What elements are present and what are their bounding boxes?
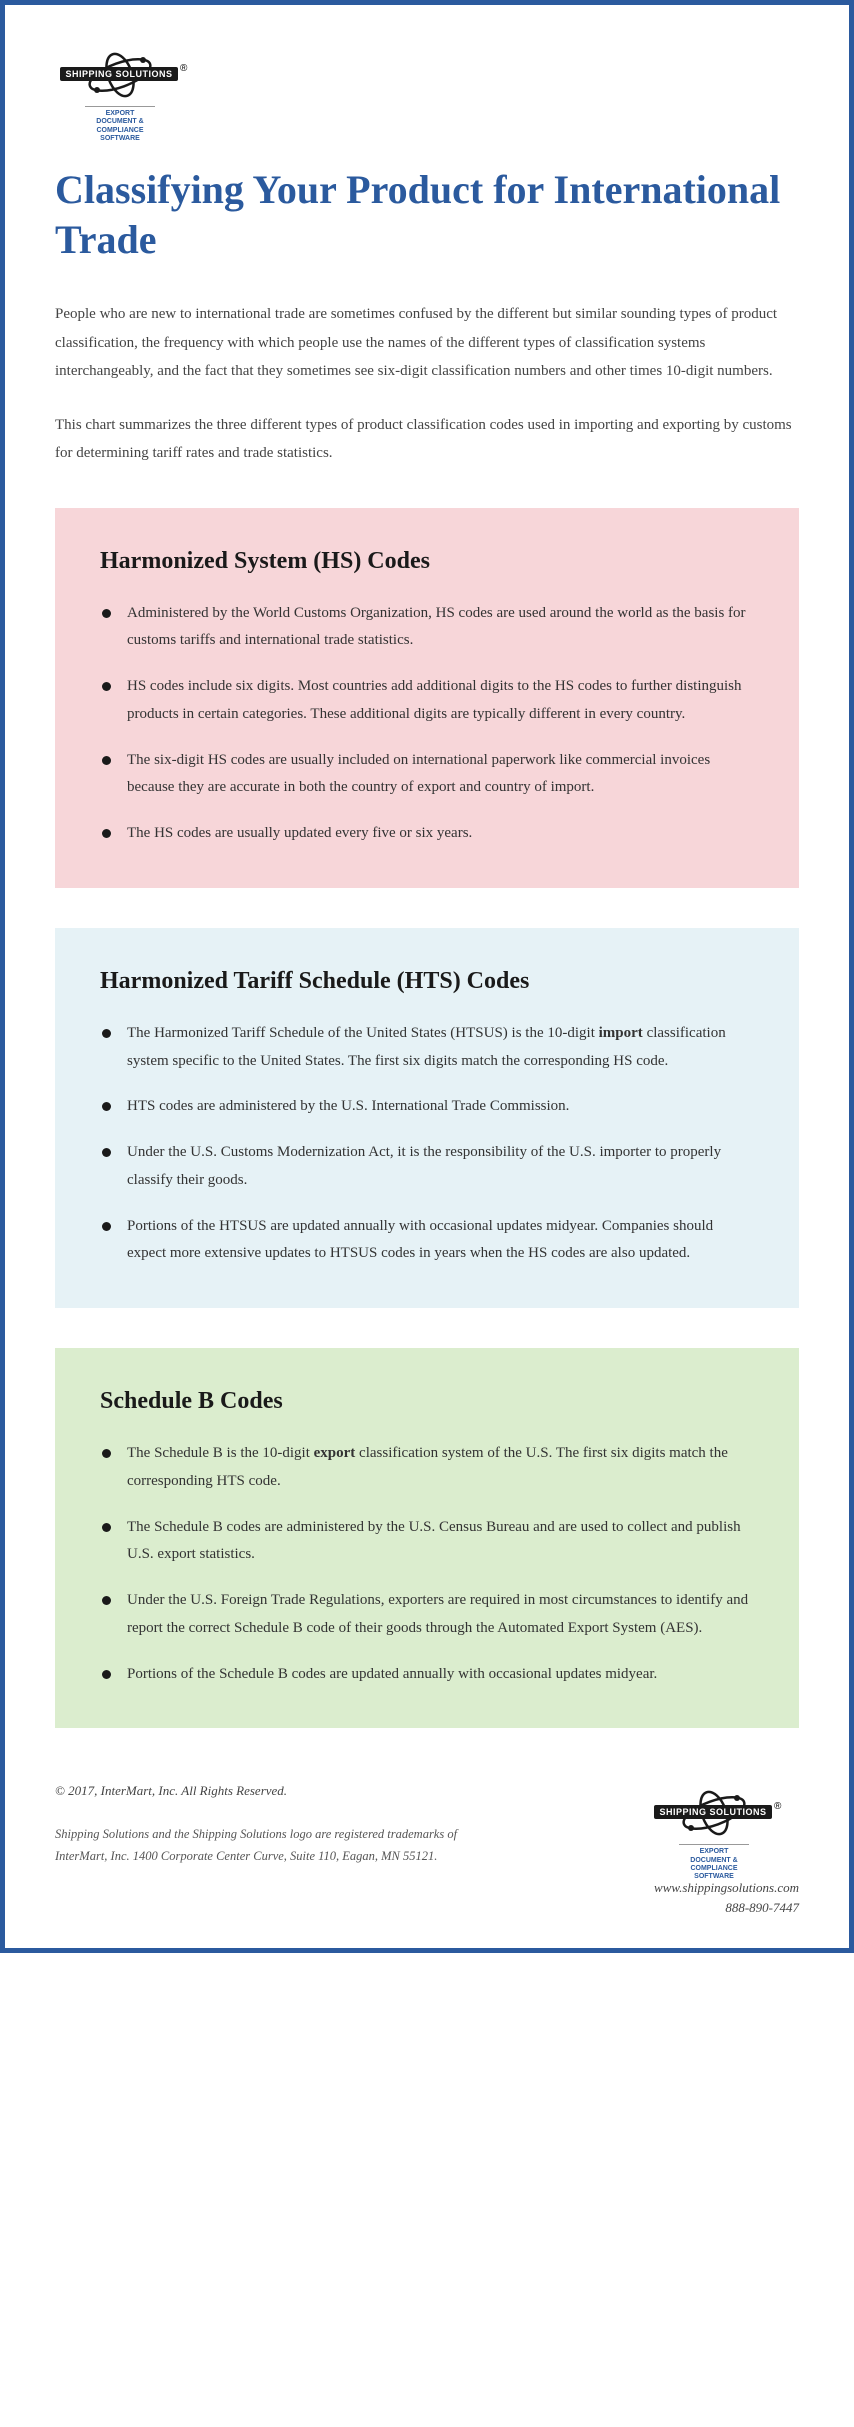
list-item: The six-digit HS codes are usually inclu… <box>102 747 754 803</box>
card-heading: Harmonized Tariff Schedule (HTS) Codes <box>100 968 754 995</box>
logo-tagline: EXPORT DOCUMENT & COMPLIANCE SOFTWARE <box>679 1844 749 1882</box>
footer: © 2017, InterMart, Inc. All Rights Reser… <box>55 1783 799 1913</box>
card-list: Administered by the World Customs Organi… <box>100 600 754 848</box>
list-item: The Schedule B is the 10-digit export cl… <box>102 1440 754 1496</box>
list-item: Portions of the HTSUS are updated annual… <box>102 1213 754 1269</box>
list-item: The Harmonized Tariff Schedule of the Un… <box>102 1020 754 1076</box>
footer-right-block: SHIPPING SOLUTIONS ® EXPORT DOCUMENT & C… <box>629 1783 799 1917</box>
list-item: Administered by the World Customs Organi… <box>102 600 754 656</box>
logo-banner-text: SHIPPING SOLUTIONS <box>60 67 178 81</box>
header-logo-block: SHIPPING SOLUTIONS ® EXPORT DOCUMENT & C… <box>55 45 799 130</box>
cards-container: Harmonized System (HS) Codes Administered… <box>55 508 799 1729</box>
page-title: Classifying Your Product for Internation… <box>55 165 799 265</box>
card-heading: Schedule B Codes <box>100 1388 754 1415</box>
list-item: HTS codes are administered by the U.S. I… <box>102 1093 754 1121</box>
card-heading: Harmonized System (HS) Codes <box>100 548 754 575</box>
list-item: Under the U.S. Foreign Trade Regulations… <box>102 1587 754 1643</box>
intro-paragraph-2: This chart summarizes the three differen… <box>55 411 799 468</box>
trademark-text: Shipping Solutions and the Shipping Solu… <box>55 1824 485 1867</box>
info-card: Harmonized System (HS) Codes Administered… <box>55 508 799 888</box>
logo-banner-text: SHIPPING SOLUTIONS <box>654 1805 772 1819</box>
footer-contact: www.shippingsolutions.com 888-890-7447 <box>629 1878 799 1917</box>
list-item: The Schedule B codes are administered by… <box>102 1514 754 1570</box>
phone-text: 888-890-7447 <box>629 1898 799 1918</box>
card-list: The Schedule B is the 10-digit export cl… <box>100 1440 754 1688</box>
registered-mark: ® <box>180 63 187 74</box>
logo-tagline: EXPORT DOCUMENT & COMPLIANCE SOFTWARE <box>85 106 155 144</box>
card-list: The Harmonized Tariff Schedule of the Un… <box>100 1020 754 1268</box>
company-logo: SHIPPING SOLUTIONS ® EXPORT DOCUMENT & C… <box>55 45 185 130</box>
footer-logo: SHIPPING SOLUTIONS ® EXPORT DOCUMENT & C… <box>649 1783 779 1868</box>
list-item: Under the U.S. Customs Modernization Act… <box>102 1139 754 1195</box>
registered-mark: ® <box>774 1801 781 1812</box>
list-item: The HS codes are usually updated every f… <box>102 820 754 848</box>
intro-paragraph-1: People who are new to international trad… <box>55 300 799 386</box>
info-card: Schedule B Codes The Schedule B is the 10… <box>55 1348 799 1728</box>
list-item: Portions of the Schedule B codes are upd… <box>102 1661 754 1689</box>
info-card: Harmonized Tariff Schedule (HTS) Codes Th… <box>55 928 799 1308</box>
list-item: HS codes include six digits. Most countr… <box>102 673 754 729</box>
document-container: SHIPPING SOLUTIONS ® EXPORT DOCUMENT & C… <box>0 0 854 1953</box>
